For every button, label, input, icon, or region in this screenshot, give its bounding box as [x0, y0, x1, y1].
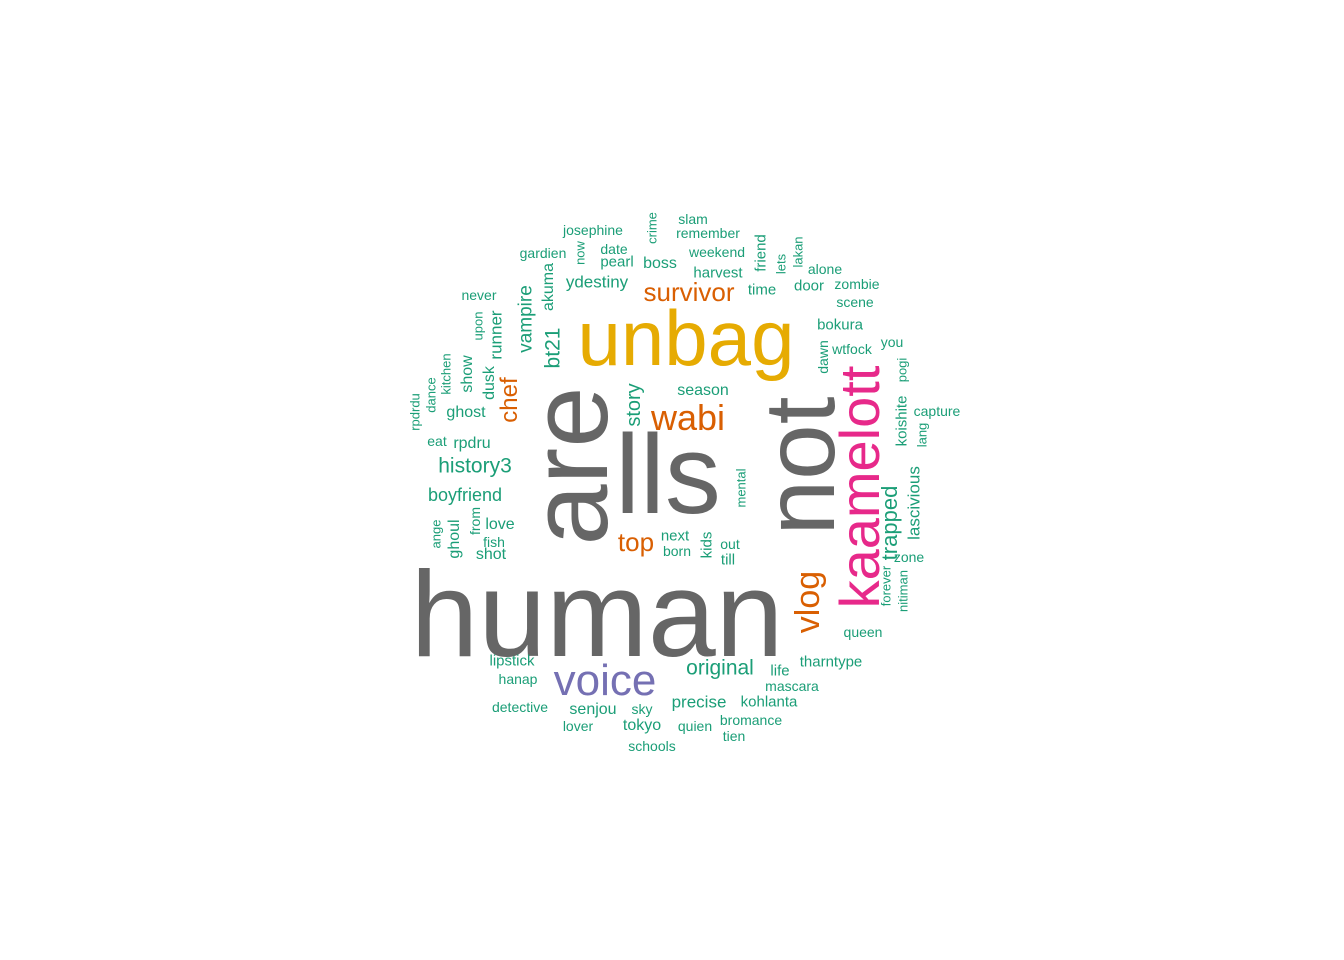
word-capture: capture	[913, 403, 961, 419]
word-dance: dance	[423, 377, 439, 413]
word-bt21: bt21	[541, 327, 565, 369]
word-shot: shot	[475, 546, 507, 563]
word-story: story	[623, 383, 645, 427]
word-kitchen: kitchen	[438, 353, 454, 395]
word-top: top	[617, 527, 655, 557]
word-quien: quien	[677, 718, 713, 734]
word-schools: schools	[628, 738, 676, 754]
word-from: from	[467, 507, 483, 535]
word-till: till	[720, 551, 736, 569]
word-pogi: pogi	[894, 357, 910, 383]
word-vlog: vlog	[789, 570, 827, 634]
word-hanap: hanap	[498, 671, 538, 687]
word-detective: detective	[491, 699, 549, 715]
word-never: never	[461, 287, 497, 303]
word-human: human	[410, 546, 784, 682]
word-fish: fish	[483, 534, 505, 550]
word-tharntype: tharntype	[799, 653, 863, 671]
word-scene: scene	[836, 294, 874, 310]
word-love: love	[485, 516, 515, 533]
word-survivor: survivor	[643, 277, 735, 307]
word-tokyo: tokyo	[622, 717, 662, 734]
word-zombie: zombie	[834, 276, 880, 292]
word-wtfock: wtfock	[832, 341, 872, 357]
word-door: door	[793, 277, 825, 295]
word-weekend: weekend	[688, 244, 746, 260]
word-senjou: senjou	[569, 701, 617, 718]
word-vampire: vampire	[515, 285, 537, 353]
word-tien: tien	[722, 728, 746, 744]
word-slam: slam	[678, 211, 708, 227]
word-remember: remember	[676, 225, 740, 241]
word-unbag: unbag	[577, 294, 795, 382]
word-eat: eat	[427, 433, 447, 449]
word-pearl: pearl	[600, 253, 634, 271]
word-out: out	[720, 536, 740, 552]
word-bokura: bokura	[817, 316, 863, 334]
word-ange: ange	[428, 519, 444, 549]
word-rpdru: rpdru	[453, 435, 491, 452]
word-show: show	[459, 355, 476, 393]
word-alone: alone	[807, 261, 843, 277]
word-next: next	[660, 527, 690, 545]
word-lets: lets	[773, 253, 789, 275]
word-lang: lang	[914, 422, 930, 448]
word-history3: history3	[438, 454, 512, 478]
word-original: original	[686, 656, 754, 680]
word-sky: sky	[631, 701, 653, 717]
word-lakan: lakan	[790, 236, 806, 268]
word-voice: voice	[553, 656, 657, 705]
word-harvest: harvest	[693, 264, 743, 282]
word-koishite: koishite	[893, 395, 911, 447]
word-boyfriend: boyfriend	[427, 485, 503, 505]
word-forever: forever	[878, 565, 894, 607]
word-time: time	[747, 281, 777, 299]
word-lipstick: lipstick	[489, 652, 535, 670]
word-date: date	[600, 241, 628, 257]
word-runner: runner	[486, 310, 506, 360]
word-friend: friend	[752, 234, 770, 272]
word-upon: upon	[470, 311, 486, 341]
word-precise: precise	[671, 692, 727, 712]
word-season: season	[677, 382, 729, 399]
word-zone: zone	[893, 549, 925, 565]
word-rpdrdu: rpdrdu	[407, 393, 423, 431]
word-life: life	[770, 662, 790, 680]
word-ydestiny: ydestiny	[565, 272, 629, 292]
word-mental: mental	[733, 468, 749, 508]
word-mascara: mascara	[765, 678, 819, 694]
word-josephine: josephine	[563, 222, 623, 238]
word-boss: boss	[643, 255, 677, 272]
word-now: now	[572, 241, 588, 265]
word-kids: kids	[698, 531, 716, 559]
word-ghoul: ghoul	[446, 519, 463, 559]
word-crime: crime	[644, 212, 660, 244]
word-you: you	[880, 334, 904, 350]
word-ghost: ghost	[446, 404, 486, 421]
word-dawn: dawn	[815, 340, 831, 374]
word-nitiman: nitiman	[895, 570, 911, 612]
word-chef: chef	[496, 377, 523, 423]
word-gardien: gardien	[519, 245, 567, 261]
word-are: are	[508, 386, 631, 546]
word-lover: lover	[562, 718, 594, 734]
word-dusk: dusk	[481, 366, 498, 400]
word-lls: lls	[615, 412, 721, 537]
word-bromance: bromance	[719, 712, 783, 728]
word-kohlanta: kohlanta	[740, 693, 798, 711]
word-akuma: akuma	[540, 262, 557, 312]
word-wabi: wabi	[650, 397, 726, 438]
word-queen: queen	[843, 624, 883, 640]
word-lascivious: lascivious	[904, 466, 924, 540]
word-born: born	[662, 543, 692, 559]
